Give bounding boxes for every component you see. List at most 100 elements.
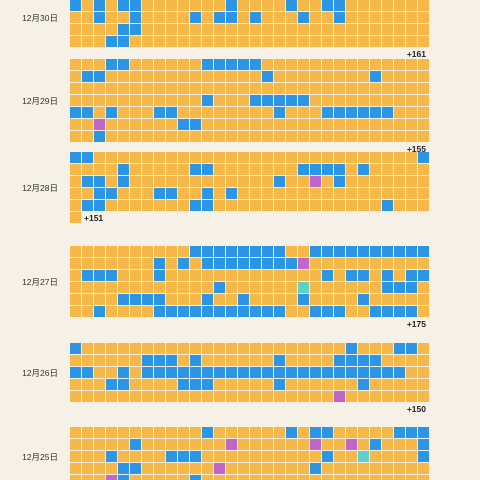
heatmap-cell <box>418 258 429 269</box>
heatmap-cell <box>286 188 297 199</box>
heatmap-cell <box>250 95 261 106</box>
heatmap-cell <box>142 475 153 480</box>
heatmap-cell <box>262 379 273 390</box>
heatmap-cell <box>322 24 333 35</box>
heatmap-cell <box>298 367 309 378</box>
heatmap-cell <box>70 95 81 106</box>
heatmap-cell <box>214 475 225 480</box>
heatmap-cell <box>166 0 177 11</box>
heatmap-cell <box>274 367 285 378</box>
heatmap-cell <box>130 176 141 187</box>
heatmap-cell <box>238 343 249 354</box>
heatmap-cell <box>322 107 333 118</box>
heatmap-cell <box>274 270 285 281</box>
heatmap-cell <box>82 258 93 269</box>
heatmap-cell <box>226 24 237 35</box>
heatmap-cell <box>142 200 153 211</box>
heatmap-cell <box>190 306 201 317</box>
heatmap-cell <box>70 131 81 142</box>
heatmap-cell <box>406 367 417 378</box>
heatmap-cell <box>70 379 81 390</box>
heatmap-cell <box>94 152 105 163</box>
heatmap-cell <box>418 12 429 23</box>
heatmap-cell <box>250 83 261 94</box>
heatmap-cell <box>190 270 201 281</box>
heatmap-cell <box>334 379 345 390</box>
overflow-count: +151 <box>84 213 103 223</box>
heatmap-cell <box>178 12 189 23</box>
heatmap-cell <box>118 294 129 305</box>
heatmap-cell <box>154 131 165 142</box>
heatmap-cell <box>94 391 105 402</box>
heatmap-cell <box>82 294 93 305</box>
heatmap-cell <box>322 0 333 11</box>
overflow-count: +175 <box>407 319 426 329</box>
heatmap-cell <box>214 391 225 402</box>
heatmap-cell <box>190 59 201 70</box>
heatmap-cell <box>226 282 237 293</box>
heatmap-cell <box>238 246 249 257</box>
heatmap-cell <box>274 294 285 305</box>
heatmap-cell <box>370 463 381 474</box>
day-label: 12月28日 <box>22 183 58 193</box>
heatmap-cell <box>178 475 189 480</box>
heatmap-cell <box>274 152 285 163</box>
heatmap-cell <box>202 379 213 390</box>
heatmap-cell <box>322 188 333 199</box>
heatmap-cell <box>142 258 153 269</box>
heatmap-cell <box>322 475 333 480</box>
heatmap-cell <box>298 188 309 199</box>
heatmap-cell <box>322 343 333 354</box>
heatmap-cell <box>226 131 237 142</box>
heatmap-cell <box>118 83 129 94</box>
heatmap-cell <box>382 83 393 94</box>
heatmap-cell <box>118 355 129 366</box>
heatmap-cell <box>70 451 81 462</box>
heatmap-cell <box>82 306 93 317</box>
heatmap-cell <box>118 152 129 163</box>
heatmap-cell <box>370 59 381 70</box>
heatmap-cell <box>70 367 81 378</box>
heatmap-cell <box>322 71 333 82</box>
heatmap-cell <box>226 200 237 211</box>
heatmap-cell <box>262 107 273 118</box>
heatmap-cell <box>346 107 357 118</box>
heatmap-cell <box>70 71 81 82</box>
heatmap-cell <box>418 439 429 450</box>
heatmap-cell <box>274 463 285 474</box>
heatmap-cell <box>190 282 201 293</box>
heatmap-cell <box>418 355 429 366</box>
heatmap-cell <box>298 0 309 11</box>
heatmap-cell <box>154 270 165 281</box>
heatmap-cell <box>178 0 189 11</box>
heatmap-cell <box>274 282 285 293</box>
heatmap-cell <box>406 152 417 163</box>
heatmap-cell <box>382 439 393 450</box>
heatmap-cell <box>94 306 105 317</box>
heatmap-cell <box>334 391 345 402</box>
heatmap-cell <box>202 451 213 462</box>
heatmap-cell <box>190 0 201 11</box>
heatmap-cell <box>226 71 237 82</box>
heatmap-cell <box>250 294 261 305</box>
heatmap-cell <box>346 95 357 106</box>
heatmap-cell <box>82 451 93 462</box>
heatmap-cell <box>118 246 129 257</box>
heatmap-cell <box>310 451 321 462</box>
heatmap-cell <box>130 270 141 281</box>
heatmap-cell <box>322 439 333 450</box>
heatmap-cell <box>286 306 297 317</box>
heatmap-cell <box>70 119 81 130</box>
heatmap-cell <box>202 164 213 175</box>
heatmap-cell <box>82 83 93 94</box>
heatmap-cell <box>118 188 129 199</box>
heatmap-cell <box>238 463 249 474</box>
heatmap-cell <box>322 200 333 211</box>
heatmap-cell <box>262 131 273 142</box>
heatmap-cell <box>94 36 105 47</box>
heatmap-cell <box>262 24 273 35</box>
heatmap-cell <box>214 367 225 378</box>
heatmap-cell <box>418 379 429 390</box>
heatmap-cell <box>154 36 165 47</box>
heatmap-cell <box>166 188 177 199</box>
